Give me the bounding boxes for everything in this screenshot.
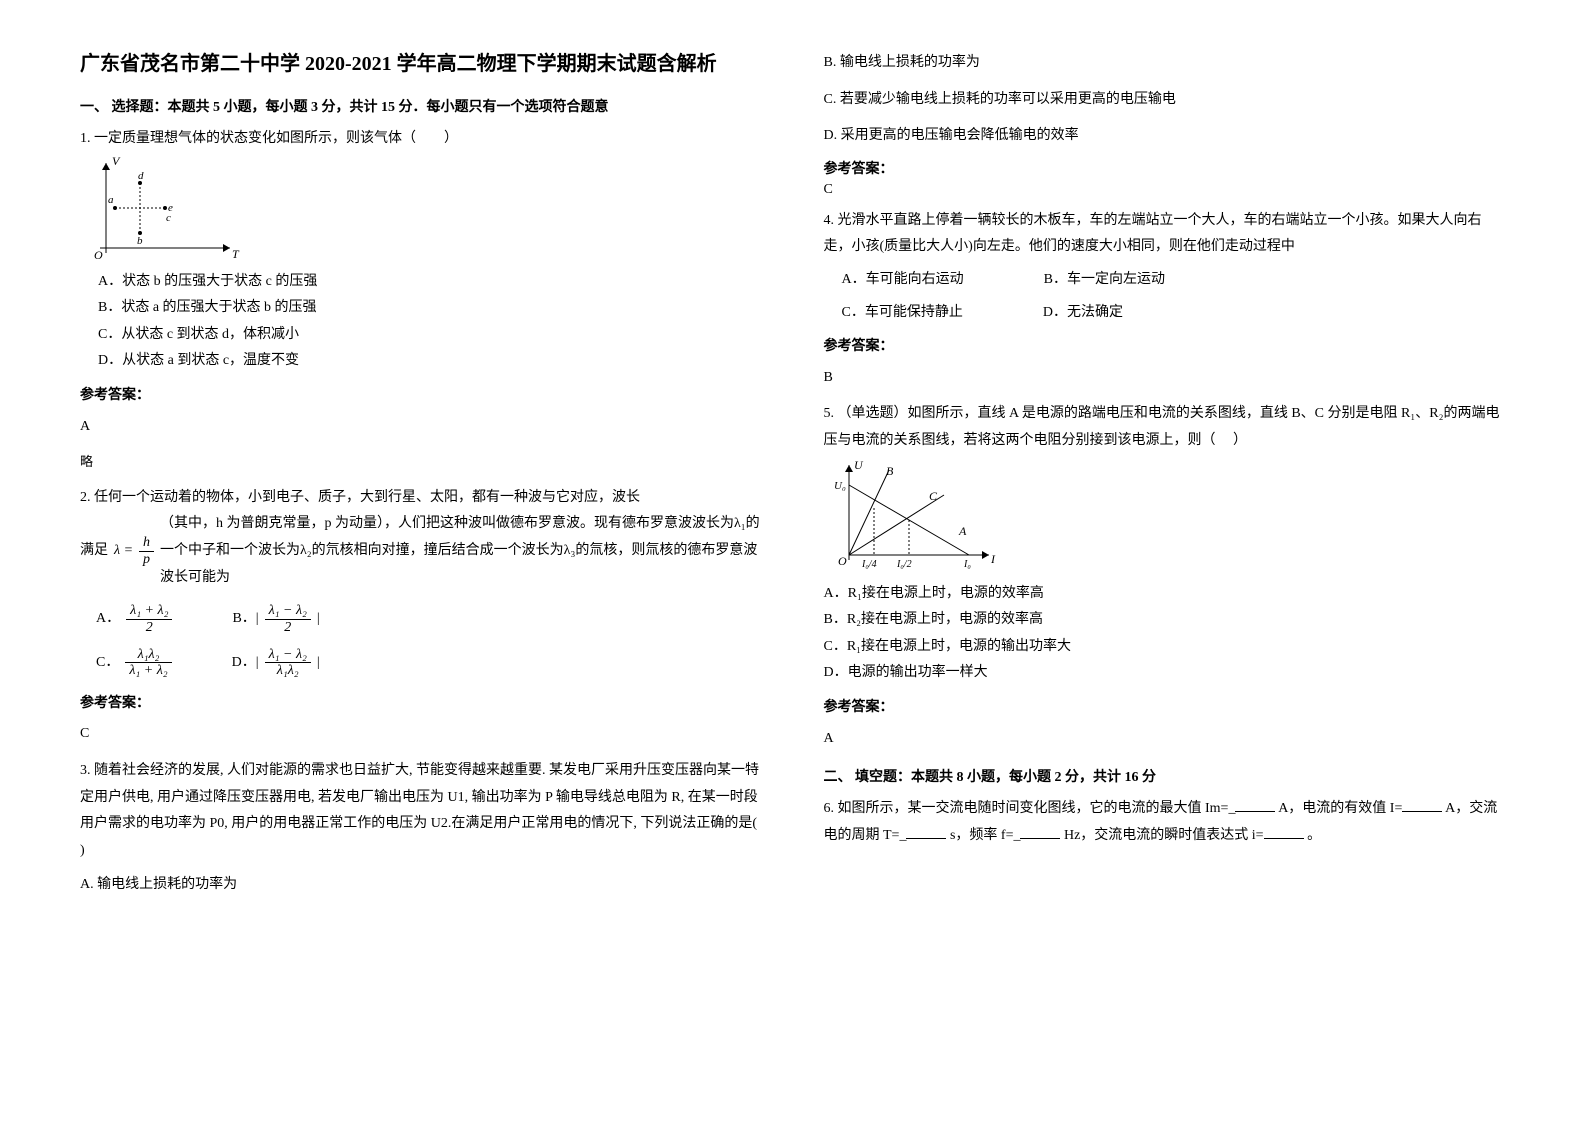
hp-frac: h p <box>139 535 154 567</box>
q6-a: 6. 如图所示，某一交流电随时间变化图线，它的电流的最大值 Im=_ <box>824 801 1236 816</box>
q2-fracC: λ₁λ₂ λ₁ + λ₂ <box>125 647 171 679</box>
q6-b: A，电流的有效值 I= <box>1278 801 1402 816</box>
q3-optD: D. 采用更高的电压输电会降低输电的效率 <box>824 123 1508 150</box>
svg-text:a: a <box>108 194 114 206</box>
q2-satisfy: 满足 <box>80 538 108 565</box>
svg-text:b: b <box>137 235 143 247</box>
q2-ans: C <box>80 721 764 748</box>
svg-text:B: B <box>886 464 894 478</box>
svg-text:U: U <box>854 458 864 472</box>
q3-optB: B. 输电线上损耗的功率为 <box>824 50 1508 77</box>
q5-optD: D．电源的输出功率一样大 <box>824 660 1508 687</box>
blank-3 <box>906 825 946 839</box>
right-column: B. 输电线上损耗的功率为 C. 若要减少输电线上损耗的功率可以采用更高的电压输… <box>824 50 1508 1072</box>
svg-text:V: V <box>112 154 121 168</box>
q4-stem: 4. 光滑水平直路上停着一辆较长的木板车，车的左端站立一个大人，车的右端站立一个… <box>824 208 1508 261</box>
q2-fracB: λ₁ − λ₂ 2 <box>265 603 311 635</box>
svg-text:I: I <box>990 552 996 566</box>
q2-D-bar: | <box>317 650 320 677</box>
q1-options: A．状态 b 的压强大于状态 c 的压强 B．状态 a 的压强大于状态 b 的压… <box>98 269 764 375</box>
q2-fracD: λ₁ − λ₂ λ₁λ₂ <box>265 647 311 679</box>
q2-optB: B．| λ₁ − λ₂ 2 | <box>232 603 319 635</box>
svg-text:c: c <box>166 212 171 224</box>
svg-text:I₀: I₀ <box>963 559 971 570</box>
svg-text:C: C <box>929 489 938 503</box>
question-2: 2. 任何一个运动着的物体，小到电子、质子，大到行星、太阳，都有一种波与它对应，… <box>80 485 764 748</box>
h: h <box>139 535 154 551</box>
q4-optD: D．无法确定 <box>1043 300 1123 327</box>
q1-optB: B．状态 a 的压强大于状态 b 的压强 <box>98 295 764 322</box>
section-2-head: 二、 填空题：本题共 8 小题，每小题 2 分，共计 16 分 <box>824 766 1508 786</box>
blank-1 <box>1235 798 1275 812</box>
q1-optD: D．从状态 a 到状态 c，温度不变 <box>98 348 764 375</box>
main-title: 广东省茂名市第二十中学 2020-2021 学年高二物理下学期期末试题含解析 <box>80 50 764 78</box>
q4-optB: B．车一定向左运动 <box>1044 267 1165 294</box>
q3-optA: A. 输电线上损耗的功率为 <box>80 872 764 899</box>
svg-text:T: T <box>232 247 240 261</box>
q4-optA: A．车可能向右运动 <box>842 267 964 294</box>
q1-optA: A．状态 b 的压强大于状态 c 的压强 <box>98 269 764 296</box>
q2-A-label: A． <box>96 606 120 633</box>
q5-ans: A <box>824 726 1508 753</box>
lambda-eq: λ = <box>114 538 133 565</box>
question-5: 5. （单选题）如图所示，直线 A 是电源的路端电压和电流的关系图线，直线 B、… <box>824 401 1508 752</box>
q2-stem: 2. 任何一个运动着的物体，小到电子、质子，大到行星、太阳，都有一种波与它对应，… <box>80 485 764 512</box>
q3-stem: 3. 随着社会经济的发展, 人们对能源的需求也日益扩大, 节能变得越来越重要. … <box>80 758 764 864</box>
svg-text:I₀/2: I₀/2 <box>896 559 912 570</box>
q5-graph: I U O A B C U₀ I₀/4 I₀/2 I₀ <box>824 455 1004 575</box>
svg-text:O: O <box>94 248 103 262</box>
svg-text:I₀/4: I₀/4 <box>861 559 877 570</box>
q3-ans-label: 参考答案： <box>824 158 1508 178</box>
q5-optA: A．R₁接在电源上时，电源的效率高 <box>824 581 1508 608</box>
svg-text:U₀: U₀ <box>834 480 846 492</box>
question-3: 3. 随着社会经济的发展, 人们对能源的需求也日益扩大, 节能变得越来越重要. … <box>80 758 764 899</box>
q2-optC: C． λ₁λ₂ λ₁ + λ₂ <box>96 647 172 679</box>
q6-f: 。 <box>1307 828 1321 843</box>
q5-stem: 5. （单选题）如图所示，直线 A 是电源的路端电压和电流的关系图线，直线 B、… <box>824 401 1508 454</box>
section-1-head: 一、 选择题：本题共 5 小题，每小题 3 分，共计 15 分．每小题只有一个选… <box>80 96 764 116</box>
svg-text:A: A <box>958 524 967 538</box>
q3-ans: C <box>824 182 1508 198</box>
q1-stem: 1. 一定质量理想气体的状态变化如图所示，则该气体（ ） <box>80 126 764 153</box>
q2-row2: C． λ₁λ₂ λ₁ + λ₂ D．| λ₁ − λ₂ λ₁λ₂ | <box>96 647 764 679</box>
question-1: 1. 一定质量理想气体的状态变化如图所示，则该气体（ ） T V O a d e… <box>80 126 764 475</box>
q2-fracA: λ₁ + λ₂ 2 <box>126 603 172 635</box>
q1-graph: T V O a d e b c <box>80 153 240 263</box>
q2-body: （其中，h 为普朗克常量，p 为动量），人们把这种波叫做德布罗意波。现有德布罗意… <box>160 511 763 591</box>
p: p <box>139 552 154 567</box>
left-column: 广东省茂名市第二十中学 2020-2021 学年高二物理下学期期末试题含解析 一… <box>80 50 764 1072</box>
q4-ans-label: 参考答案： <box>824 334 1508 361</box>
q1-ans: A <box>80 414 764 441</box>
q5-optB: B．R₂接在电源上时，电源的效率高 <box>824 607 1508 634</box>
q6-d: s，频率 f=_ <box>950 828 1021 843</box>
question-6: 6. 如图所示，某一交流电随时间变化图线，它的电流的最大值 Im=_ A，电流的… <box>824 796 1508 849</box>
q3-optC: C. 若要减少输电线上损耗的功率可以采用更高的电压输电 <box>824 87 1508 114</box>
q2-D-label: D．| <box>232 650 259 677</box>
svg-text:d: d <box>138 170 144 182</box>
q2-optA: A． λ₁ + λ₂ 2 <box>96 603 172 635</box>
q4-row1: A．车可能向右运动 B．车一定向左运动 <box>842 267 1508 294</box>
q6-e: Hz，交流电流的瞬时值表达式 i= <box>1064 828 1264 843</box>
q5-options: A．R₁接在电源上时，电源的效率高 B．R₂接在电源上时，电源的效率高 C．R₁… <box>824 581 1508 687</box>
q2-ans-label: 参考答案： <box>80 691 764 718</box>
q2-optD: D．| λ₁ − λ₂ λ₁λ₂ | <box>232 647 320 679</box>
q1-ans2: 略 <box>80 450 764 475</box>
q2-B-bar: | <box>317 606 320 633</box>
q5-ans-label: 参考答案： <box>824 695 1508 722</box>
q2-formula: 满足 λ = h p （其中，h 为普朗克常量，p 为动量），人们把这种波叫做德… <box>80 511 764 591</box>
blank-4 <box>1020 825 1060 839</box>
q2-row1: A． λ₁ + λ₂ 2 B．| λ₁ − λ₂ 2 | <box>96 603 764 635</box>
q1-optC: C．从状态 c 到状态 d，体积减小 <box>98 322 764 349</box>
q2-B-label: B．| <box>232 606 258 633</box>
blank-2 <box>1402 798 1442 812</box>
q2-C-label: C． <box>96 650 119 677</box>
svg-text:O: O <box>838 554 847 568</box>
q4-ans: B <box>824 365 1508 392</box>
q5-optC: C．R₁接在电源上时，电源的输出功率大 <box>824 634 1508 661</box>
q1-ans-label: 参考答案： <box>80 383 764 410</box>
q4-row2: C．车可能保持静止 D．无法确定 <box>842 300 1508 327</box>
question-4: 4. 光滑水平直路上停着一辆较长的木板车，车的左端站立一个大人，车的右端站立一个… <box>824 208 1508 392</box>
blank-5 <box>1264 825 1304 839</box>
q4-optC: C．车可能保持静止 <box>842 300 963 327</box>
